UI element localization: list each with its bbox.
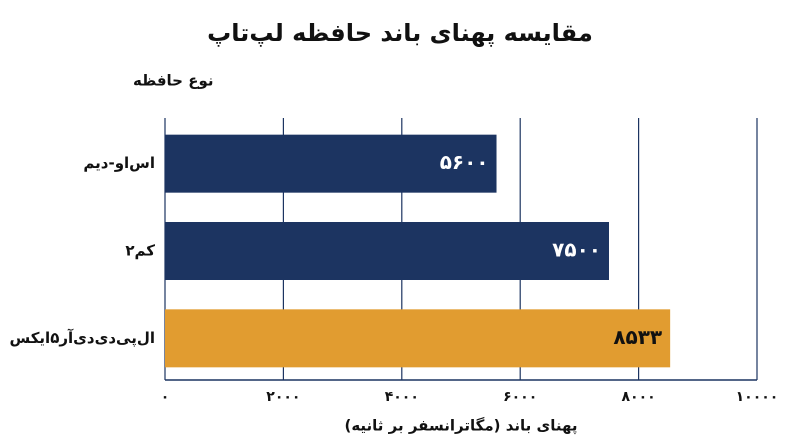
- x-tick-label: ۱۰۰۰۰: [736, 389, 779, 405]
- bar: [165, 222, 609, 280]
- y-axis-title: نوع حافظه: [133, 72, 213, 90]
- x-tick-label: ۸۰۰۰: [622, 389, 656, 405]
- bar: [165, 134, 497, 193]
- x-tick-label: ۲۰۰۰: [266, 389, 300, 405]
- bar: [165, 309, 671, 368]
- x-tick-label: ۰: [161, 389, 170, 405]
- x-axis-title: پهنای باند (مگاترانسفر بر ثانیه): [344, 417, 577, 436]
- y-tick-label: ال‌پی‌دی‌دی‌آر۵ایکس: [10, 329, 156, 348]
- y-tick-label: کم۲: [125, 242, 155, 260]
- value-label: ۷۵۰۰: [552, 238, 601, 262]
- value-label: ۵۶۰۰: [440, 150, 489, 174]
- x-tick-label: ۶۰۰۰: [503, 389, 537, 405]
- y-tick-label: اس‌او-دیم: [83, 154, 155, 172]
- x-tick-label: ۴۰۰۰: [385, 389, 419, 405]
- value-label: ۸۵۳۳: [613, 325, 662, 349]
- chart-title: مقایسه پهنای باند حافظه لپ‌تاپ: [207, 19, 593, 47]
